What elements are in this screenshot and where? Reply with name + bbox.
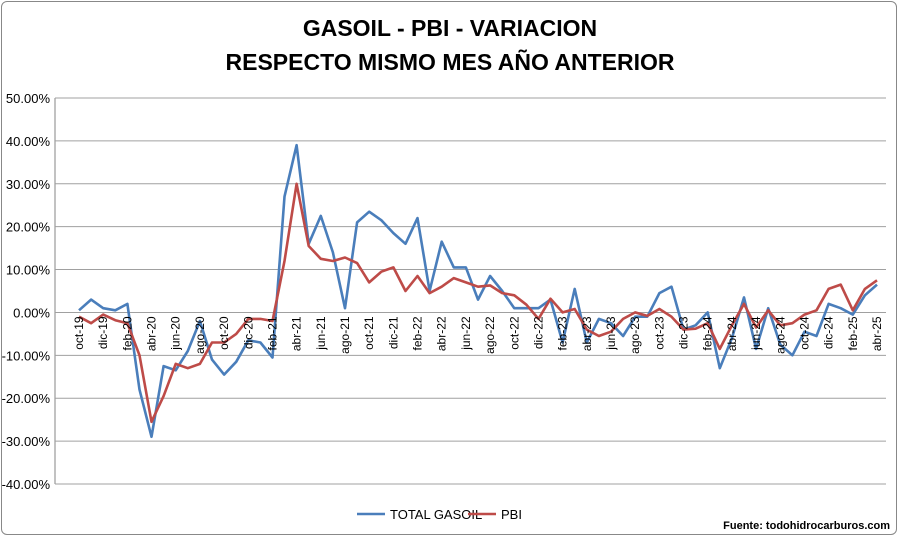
x-tick-label: oct-22 xyxy=(507,316,521,350)
x-tick-label: oct-20 xyxy=(217,316,231,350)
x-tick-label: feb-23 xyxy=(556,316,570,350)
x-tick-label: feb-22 xyxy=(411,316,425,350)
y-tick-label: 10.00% xyxy=(6,263,51,278)
x-tick-label: abr-22 xyxy=(435,316,449,351)
y-tick-label: -30.00% xyxy=(2,434,51,449)
x-tick-label: jun-24 xyxy=(749,316,763,351)
x-tick-label: feb-20 xyxy=(120,316,134,350)
x-tick-label: jun-22 xyxy=(459,316,473,351)
x-tick-label: dic-22 xyxy=(531,316,545,349)
legend-label: TOTAL GASOIL xyxy=(390,507,482,522)
x-tick-label: ago-24 xyxy=(773,316,787,354)
x-tick-label: dic-20 xyxy=(241,316,255,349)
chart-title-line-1: GASOIL - PBI - VARIACION xyxy=(303,15,597,41)
y-tick-label: -40.00% xyxy=(2,477,51,492)
x-tick-label: ago-20 xyxy=(193,316,207,354)
x-tick-label: dic-19 xyxy=(96,316,110,349)
y-tick-label: -20.00% xyxy=(2,391,51,406)
chart-title-line-2: RESPECTO MISMO MES AÑO ANTERIOR xyxy=(226,48,675,75)
x-tick-label: dic-24 xyxy=(822,316,836,349)
y-tick-label: 40.00% xyxy=(6,134,51,149)
series-line-pbi xyxy=(78,182,878,424)
x-tick-label: abr-25 xyxy=(870,316,884,351)
y-tick-label: -10.00% xyxy=(2,348,51,363)
y-tick-label: 50.00% xyxy=(6,91,51,106)
x-tick-label: ago-23 xyxy=(628,316,642,354)
x-tick-label: ago-21 xyxy=(338,316,352,354)
y-tick-label: 30.00% xyxy=(6,177,51,192)
x-tick-label: abr-20 xyxy=(145,316,159,351)
source-note: Fuente: todohidrocarburos.com xyxy=(723,520,890,532)
x-tick-label: ago-22 xyxy=(483,316,497,354)
x-tick-label: abr-24 xyxy=(725,316,739,351)
x-tick-label: dic-23 xyxy=(677,316,691,349)
x-tick-label: oct-19 xyxy=(72,316,86,350)
y-tick-label: 0.00% xyxy=(13,305,50,320)
series-line-gasoil xyxy=(78,143,878,439)
x-tick-label: feb-24 xyxy=(701,316,715,350)
x-tick-label: abr-23 xyxy=(580,316,594,351)
x-tick-label: oct-24 xyxy=(797,316,811,350)
x-tick-label: jun-20 xyxy=(169,316,183,351)
x-tick-label: dic-21 xyxy=(386,316,400,349)
x-tick-label: jun-21 xyxy=(314,316,328,351)
x-tick-label: oct-23 xyxy=(652,316,666,350)
x-tick-label: jun-23 xyxy=(604,316,618,351)
x-tick-label: oct-21 xyxy=(362,316,376,350)
x-tick-label: feb-25 xyxy=(846,316,860,350)
x-tick-label: feb-21 xyxy=(265,316,279,350)
y-tick-label: 20.00% xyxy=(6,220,51,235)
legend-label: PBI xyxy=(501,507,522,522)
x-tick-label: abr-21 xyxy=(290,316,304,351)
